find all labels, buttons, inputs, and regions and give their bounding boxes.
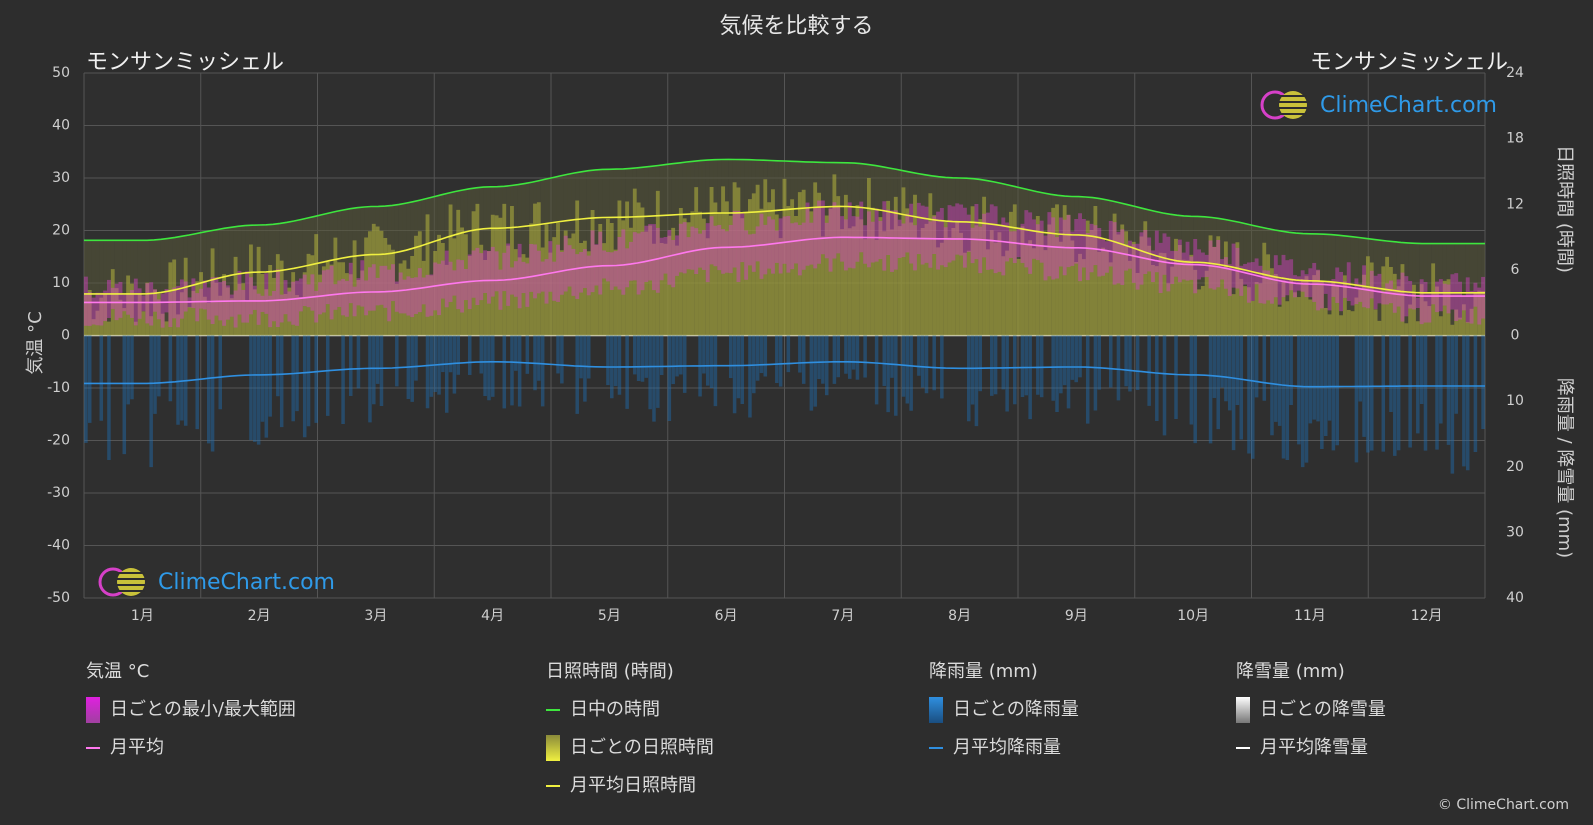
month-label: 12月: [1411, 608, 1443, 624]
temperature-range-band: [83, 200, 1486, 328]
legend-label: 日ごとの降雪量: [1260, 699, 1386, 720]
axis-ticks: 50 40 30 20 10 0 -10 -20 -30 -40 -50 24 18 12 6 0 10 20 30…: [47, 65, 1524, 624]
legend-label: 月平均日照時間: [570, 775, 696, 796]
climechart-logo-icon: [96, 565, 154, 599]
brand-text: ClimeChart.com: [1320, 92, 1497, 118]
series-lines: [84, 158, 1485, 388]
legend-item: 日ごとの降雪量: [1236, 697, 1386, 723]
rain-swatch: [929, 697, 943, 723]
legend-label: 日ごとの降雨量: [953, 699, 1079, 720]
precip-tick-label: 10: [1506, 393, 1524, 409]
legend-item: 月平均日照時間: [546, 774, 714, 798]
legend-temperature-title: 気温 °C: [86, 661, 150, 682]
month-label: 2月: [248, 608, 271, 624]
right-top-axis-title: 日照時間 (時間): [1554, 145, 1575, 273]
month-label: 9月: [1065, 608, 1088, 624]
month-label: 5月: [598, 608, 621, 624]
right-bottom-axis-title: 降雨量 / 降雪量 (mm): [1554, 377, 1575, 559]
brand-bottom[interactable]: ClimeChart.com: [96, 565, 335, 599]
legend-label: 日中の時間: [570, 699, 660, 720]
location-left: モンサンミッシェル: [86, 50, 285, 75]
brand-text: ClimeChart.com: [158, 569, 335, 595]
rain-mean-line: [84, 361, 1485, 388]
sun-tick-label: 12: [1506, 196, 1524, 212]
legend-item: 月平均: [86, 736, 296, 760]
daylight-swatch: [546, 709, 560, 711]
brand-top[interactable]: ClimeChart.com: [1258, 88, 1497, 122]
sun-tick-label: 24: [1506, 65, 1524, 81]
legend-label: 月平均降雪量: [1260, 737, 1368, 758]
legend-item: 月平均降雪量: [1236, 736, 1386, 760]
temp-tick-label: 50: [52, 65, 70, 81]
sunshine-mean-line: [84, 205, 1485, 295]
temp-tick-label: -10: [47, 380, 70, 396]
legend-rain: 降雨量 (mm) 日ごとの降雨量 月平均降雨量: [929, 660, 1079, 774]
location-right: モンサンミッシェル: [1309, 50, 1508, 75]
snow-mean-swatch: [1236, 747, 1250, 749]
temp-tick-label: 40: [52, 118, 70, 134]
legend-rain-title: 降雨量 (mm): [929, 661, 1038, 682]
month-label: 4月: [481, 608, 504, 624]
temp-tick-label: 0: [61, 328, 70, 344]
legend-item: 日中の時間: [546, 698, 714, 722]
sun-tick-label: 0: [1511, 328, 1520, 344]
legend-label: 日ごとの最小/最大範囲: [110, 699, 296, 720]
temp-tick-label: -50: [47, 590, 70, 606]
legend-snow-title: 降雪量 (mm): [1236, 661, 1345, 682]
precip-tick-label: 20: [1506, 459, 1524, 475]
temp-mean-swatch: [86, 747, 100, 749]
sun-tick-label: 6: [1511, 262, 1520, 278]
month-label: 8月: [948, 608, 971, 624]
legend-item: 日ごとの最小/最大範囲: [86, 697, 296, 723]
month-label: 11月: [1294, 608, 1326, 624]
sun-tick-label: 18: [1506, 131, 1524, 147]
temp-tick-label: -40: [47, 538, 70, 554]
legend-sunshine-title: 日照時間 (時間): [546, 661, 674, 682]
temp-range-swatch: [86, 697, 100, 723]
sunshine-swatch: [546, 735, 560, 761]
legend-item: 日ごとの日照時間: [546, 735, 714, 761]
month-label: 6月: [715, 608, 738, 624]
precip-tick-label: 30: [1506, 524, 1524, 540]
legend-label: 月平均降雨量: [953, 737, 1061, 758]
temp-tick-label: -30: [47, 485, 70, 501]
temp-tick-label: 10: [52, 275, 70, 291]
temp-tick-label: 20: [52, 223, 70, 239]
legend-label: 日ごとの日照時間: [570, 737, 714, 758]
temp-tick-label: -20: [47, 433, 70, 449]
temp-tick-label: 30: [52, 170, 70, 186]
precip-tick-label: 40: [1506, 590, 1524, 606]
snow-swatch: [1236, 697, 1250, 723]
month-label: 7月: [831, 608, 854, 624]
legend-item: 日ごとの降雨量: [929, 697, 1079, 723]
temperature-mean-line: [84, 236, 1485, 304]
sunshine-mean-swatch: [546, 785, 560, 787]
rain-mean-swatch: [929, 747, 943, 749]
month-label: 1月: [131, 608, 154, 624]
legend-item: 月平均降雨量: [929, 736, 1079, 760]
month-label: 3月: [364, 608, 387, 624]
daily-rain-bars: [84, 335, 1485, 474]
month-label: 10月: [1177, 608, 1209, 624]
legend-temperature: 気温 °C 日ごとの最小/最大範囲 月平均: [86, 660, 296, 774]
climechart-logo-icon: [1258, 88, 1316, 122]
chart-title: 気候を比較する: [719, 14, 874, 39]
legend-label: 月平均: [110, 737, 164, 758]
left-axis-title: 気温 °C: [25, 311, 46, 375]
copyright[interactable]: © ClimeChart.com: [1437, 797, 1569, 813]
daylight-line: [84, 158, 1485, 245]
daily-sunshine-bars: [83, 159, 1486, 336]
legend-snow: 降雪量 (mm) 日ごとの降雪量 月平均降雪量: [1236, 660, 1386, 774]
legend-sunshine: 日照時間 (時間) 日中の時間 日ごとの日照時間 月平均日照時間: [546, 660, 714, 812]
